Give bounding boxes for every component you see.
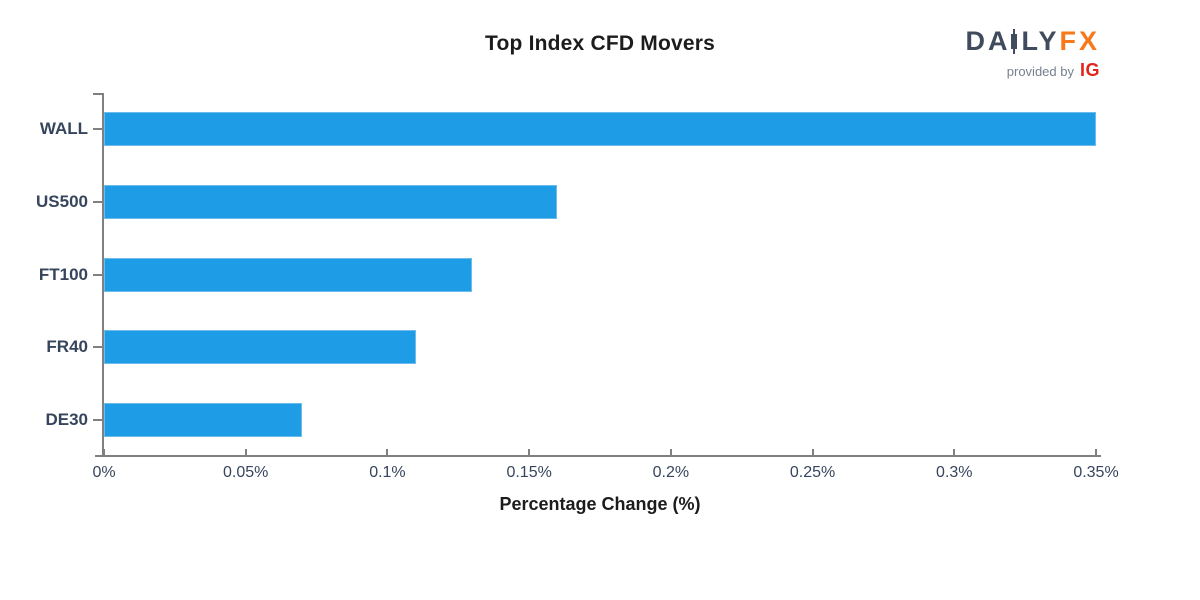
x-tick-0%	[103, 449, 105, 456]
y-tick-de30	[93, 418, 103, 421]
x-tick-0.05%	[244, 449, 247, 456]
y-label-fr40: FR40	[46, 337, 88, 357]
dailyfx-wordmark: DA LY FX	[965, 26, 1100, 57]
x-tick-label-0.15%: 0.15%	[506, 464, 552, 481]
x-tick-label-0.2%: 0.2%	[652, 464, 690, 481]
logo-text-ly: LY	[1021, 26, 1060, 56]
x-tick-label-0.35%: 0.35%	[1073, 464, 1119, 481]
logo-tagline: provided by IG	[965, 60, 1100, 81]
bar-fr40	[104, 330, 416, 365]
x-tick-label-0.05%: 0.05%	[223, 464, 269, 481]
logo-text-fx: FX	[1059, 26, 1100, 56]
x-tick-label-0%: 0%	[92, 464, 116, 481]
x-tick-0.35%	[1095, 449, 1097, 456]
x-tick-label-0.3%: 0.3%	[936, 464, 973, 481]
y-tick-wall	[93, 128, 103, 131]
y-axis-spine	[102, 93, 104, 457]
logo-text-da: DA	[965, 26, 1011, 56]
x-axis-title: Percentage Change (%)	[499, 494, 701, 514]
provided-by-text: provided by	[1006, 64, 1074, 79]
y-tick-fr40	[93, 346, 103, 349]
x-tick-0.1%	[386, 449, 389, 456]
x-tick-0.25%	[811, 449, 814, 456]
bar-us500	[104, 184, 558, 219]
y-axis-endcap-tick	[93, 93, 103, 95]
bar-de30	[104, 402, 303, 437]
x-tick-0.2%	[669, 449, 672, 456]
x-tick-label-0.25%: 0.25%	[789, 464, 836, 481]
x-tick-0.15%	[528, 449, 531, 456]
candlestick-icon	[1011, 34, 1018, 49]
y-label-de30: DE30	[45, 409, 88, 429]
bar-wall	[104, 112, 1096, 147]
x-tick-label-0.1%: 0.1%	[369, 464, 406, 481]
y-label-ft100: FT100	[38, 264, 88, 284]
chart-title: Top Index CFD Movers	[485, 32, 715, 55]
dailyfx-logo: DA LY FX provided by IG	[965, 26, 1100, 81]
bar-ft100	[104, 257, 473, 292]
x-tick-0.3%	[953, 449, 956, 456]
x-axis-line	[95, 455, 1101, 457]
y-tick-ft100	[93, 273, 103, 276]
y-tick-us500	[93, 200, 103, 203]
y-label-us500: US500	[36, 191, 88, 211]
ig-logo: IG	[1079, 60, 1100, 80]
y-label-wall: WALL	[39, 119, 88, 139]
